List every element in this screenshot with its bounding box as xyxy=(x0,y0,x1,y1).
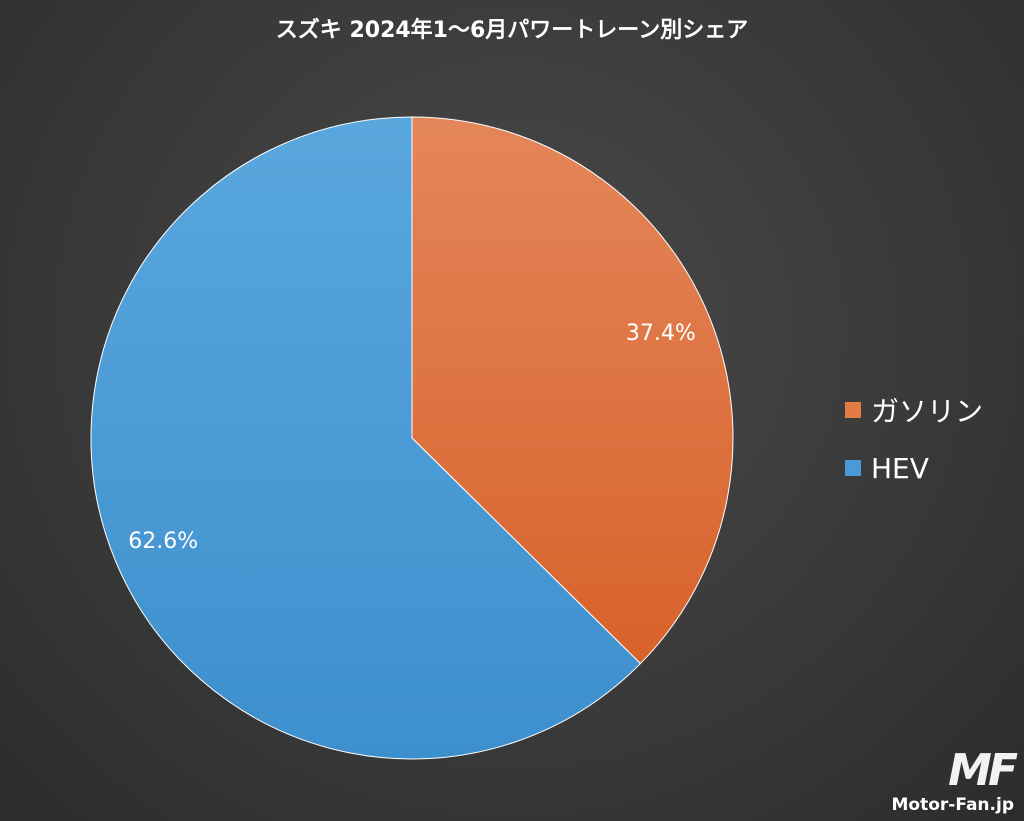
chart-legend: ガソリン HEV xyxy=(845,392,983,508)
legend-item-hev: HEV xyxy=(845,450,983,486)
legend-label-hev: HEV xyxy=(871,451,929,485)
motor-fan-logo: MF xyxy=(948,745,1018,796)
legend-item-gasoline: ガソリン xyxy=(845,392,983,428)
chart-title: スズキ 2024年1〜6月パワートレーン別シェア xyxy=(275,18,749,43)
legend-label-gasoline: ガソリン xyxy=(871,395,984,428)
pie-slice-hev xyxy=(90,116,642,760)
pie-slice-gasoline xyxy=(411,116,734,665)
pie-label-hev: 62.6% xyxy=(128,529,198,554)
motor-fan-watermark: MF Motor-Fan.jp xyxy=(891,745,1018,816)
legend-swatch-gasoline xyxy=(845,402,861,418)
watermark-text: Motor-Fan.jp xyxy=(891,795,1015,815)
pie-label-gasoline: 37.4% xyxy=(626,321,696,346)
legend-swatch-hev xyxy=(845,460,861,476)
